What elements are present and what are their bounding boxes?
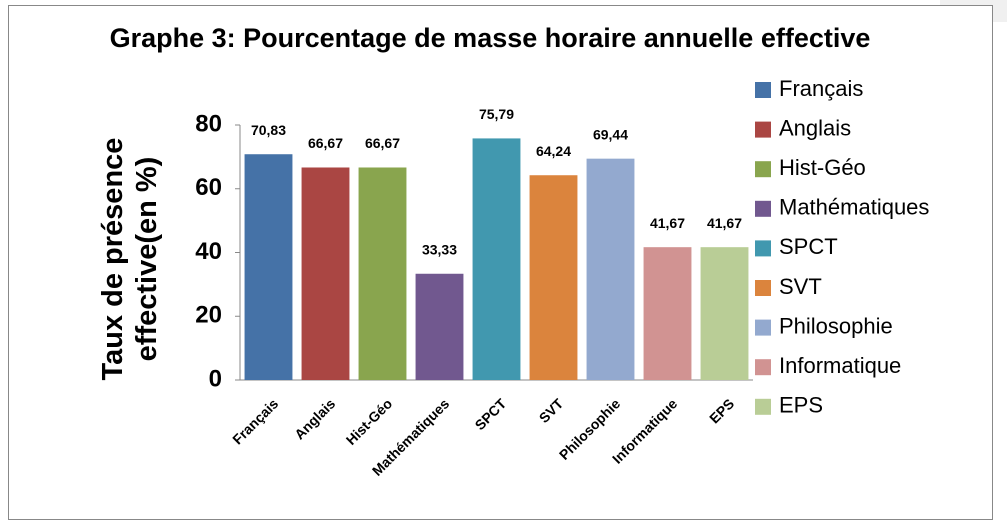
- legend-swatch: [755, 240, 771, 257]
- legend-swatch: [755, 200, 771, 217]
- data-label: 41,67: [650, 215, 685, 231]
- y-tick-label: 0: [209, 365, 222, 392]
- data-label: 75,79: [479, 106, 514, 122]
- legend-label: Anglais: [779, 115, 851, 140]
- bar: [415, 273, 464, 380]
- legend-label: Hist-Géo: [779, 155, 866, 180]
- legend-label: Philosophie: [779, 313, 893, 338]
- legend-label: Informatique: [779, 353, 901, 378]
- bar: [244, 154, 293, 380]
- data-label: 66,67: [365, 135, 400, 151]
- data-label: 64,24: [536, 143, 571, 159]
- y-tick-label: 80: [195, 110, 222, 137]
- legend-swatch: [755, 161, 771, 178]
- y-tick-label: 20: [195, 302, 222, 329]
- bar: [529, 175, 578, 380]
- legend-swatch: [755, 359, 771, 376]
- legend-label: EPS: [779, 393, 823, 418]
- bar: [358, 167, 407, 380]
- legend-label: Mathématiques: [779, 195, 929, 220]
- data-label: 69,44: [593, 126, 628, 142]
- legend-swatch: [755, 82, 771, 98]
- legend-swatch: [755, 121, 771, 138]
- bar: [643, 247, 692, 380]
- y-tick-label: 60: [195, 174, 222, 201]
- data-label: 33,33: [422, 241, 457, 257]
- data-label: 66,67: [308, 135, 343, 151]
- bar: [586, 158, 635, 380]
- legend-label: SPCT: [779, 234, 838, 259]
- legend-swatch: [755, 398, 771, 415]
- bar: [301, 167, 350, 380]
- data-label: 41,67: [707, 215, 742, 231]
- y-tick-label: 40: [195, 238, 222, 265]
- legend-label: Français: [779, 76, 863, 101]
- legend-swatch: [755, 280, 771, 296]
- data-label: 70,83: [251, 122, 286, 138]
- bar: [472, 138, 521, 380]
- chart-title: Graphe 3: Pourcentage de masse horaire a…: [109, 23, 871, 53]
- bar: [700, 247, 749, 380]
- legend-label: SVT: [779, 274, 822, 299]
- legend-swatch: [755, 319, 771, 336]
- y-axis-label: Taux de présence effective(en %): [97, 137, 163, 381]
